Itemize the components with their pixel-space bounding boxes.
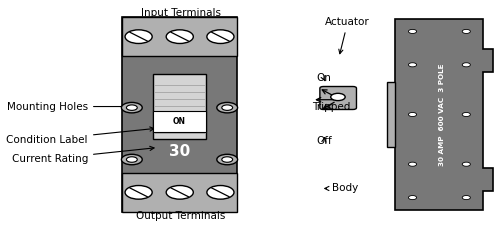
Circle shape — [166, 185, 194, 199]
Circle shape — [125, 185, 152, 199]
Circle shape — [408, 29, 416, 33]
Circle shape — [408, 112, 416, 117]
FancyBboxPatch shape — [320, 87, 356, 109]
Bar — [152, 74, 206, 139]
Text: Tripped: Tripped — [312, 101, 350, 112]
Bar — [152, 111, 206, 133]
Text: On: On — [316, 73, 331, 83]
Circle shape — [408, 63, 416, 67]
Circle shape — [330, 93, 345, 101]
Circle shape — [217, 102, 238, 113]
Circle shape — [408, 162, 416, 166]
Circle shape — [462, 112, 470, 117]
Circle shape — [462, 29, 470, 33]
Circle shape — [207, 30, 234, 44]
Circle shape — [125, 30, 152, 44]
Text: ON: ON — [173, 117, 186, 126]
Circle shape — [222, 157, 232, 162]
Circle shape — [462, 196, 470, 200]
Circle shape — [462, 162, 470, 166]
Bar — [122, 17, 237, 212]
Circle shape — [217, 154, 238, 165]
Circle shape — [166, 30, 194, 44]
Polygon shape — [396, 19, 494, 210]
Text: Body: Body — [325, 183, 358, 194]
Text: Current Rating: Current Rating — [12, 146, 154, 164]
Text: Output Terminals: Output Terminals — [136, 211, 226, 221]
Circle shape — [126, 105, 138, 110]
Text: Mounting Holes: Mounting Holes — [7, 101, 127, 112]
Text: 30: 30 — [169, 144, 190, 159]
Text: Condition Label: Condition Label — [6, 127, 154, 144]
Circle shape — [126, 157, 138, 162]
Circle shape — [222, 105, 232, 110]
Circle shape — [207, 185, 234, 199]
Text: Actuator: Actuator — [326, 17, 370, 54]
Circle shape — [122, 154, 142, 165]
Bar — [122, 17, 237, 57]
Text: 30 AMP  600 VAC  3 POLE: 30 AMP 600 VAC 3 POLE — [438, 63, 444, 166]
Text: Input Terminals: Input Terminals — [140, 8, 220, 18]
Bar — [122, 172, 237, 212]
Circle shape — [462, 63, 470, 67]
Text: Off: Off — [316, 136, 332, 146]
Circle shape — [408, 196, 416, 200]
Bar — [387, 82, 396, 147]
Circle shape — [122, 102, 142, 113]
